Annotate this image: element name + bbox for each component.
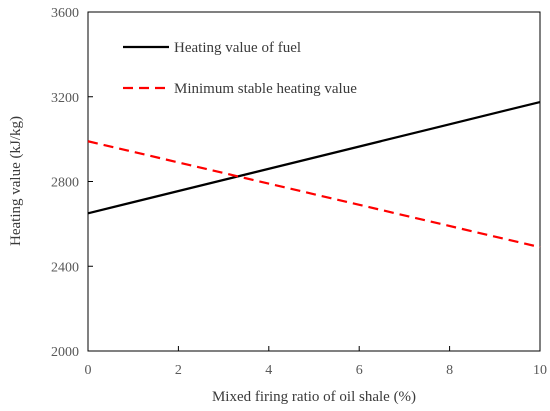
x-tick-label: 2 bbox=[175, 363, 182, 378]
y-axis-title: Heating value (kJ/kg) bbox=[8, 116, 24, 246]
plot-area bbox=[87, 11, 541, 352]
y-tick-label: 3600 bbox=[51, 6, 79, 21]
series-line-1 bbox=[87, 100, 541, 215]
series-line-2 bbox=[87, 140, 541, 249]
x-axis-ticks: 0 2 4 6 8 10 bbox=[85, 346, 547, 378]
y-tick-label: 2800 bbox=[51, 176, 79, 191]
x-tick-label: 0 bbox=[85, 363, 92, 378]
x-tick-label: 10 bbox=[533, 363, 547, 378]
x-tick-label: 6 bbox=[356, 363, 363, 378]
y-tick-label: 2400 bbox=[51, 260, 79, 275]
x-tick-label: 4 bbox=[265, 363, 272, 378]
legend-label-2: Minimum stable heating value bbox=[174, 81, 357, 97]
x-axis-title: Mixed firing ratio of oil shale (%) bbox=[212, 389, 416, 405]
y-axis-ticks: 2000 2400 2800 3200 3600 bbox=[51, 6, 93, 360]
series-layer bbox=[87, 100, 541, 249]
y-tick-label: 3200 bbox=[51, 91, 79, 106]
legend-label-1: Heating value of fuel bbox=[174, 40, 301, 56]
y-tick-label: 2000 bbox=[51, 345, 79, 360]
x-tick-label: 8 bbox=[446, 363, 453, 378]
legend: Heating value of fuel Minimum stable heat… bbox=[123, 40, 357, 97]
